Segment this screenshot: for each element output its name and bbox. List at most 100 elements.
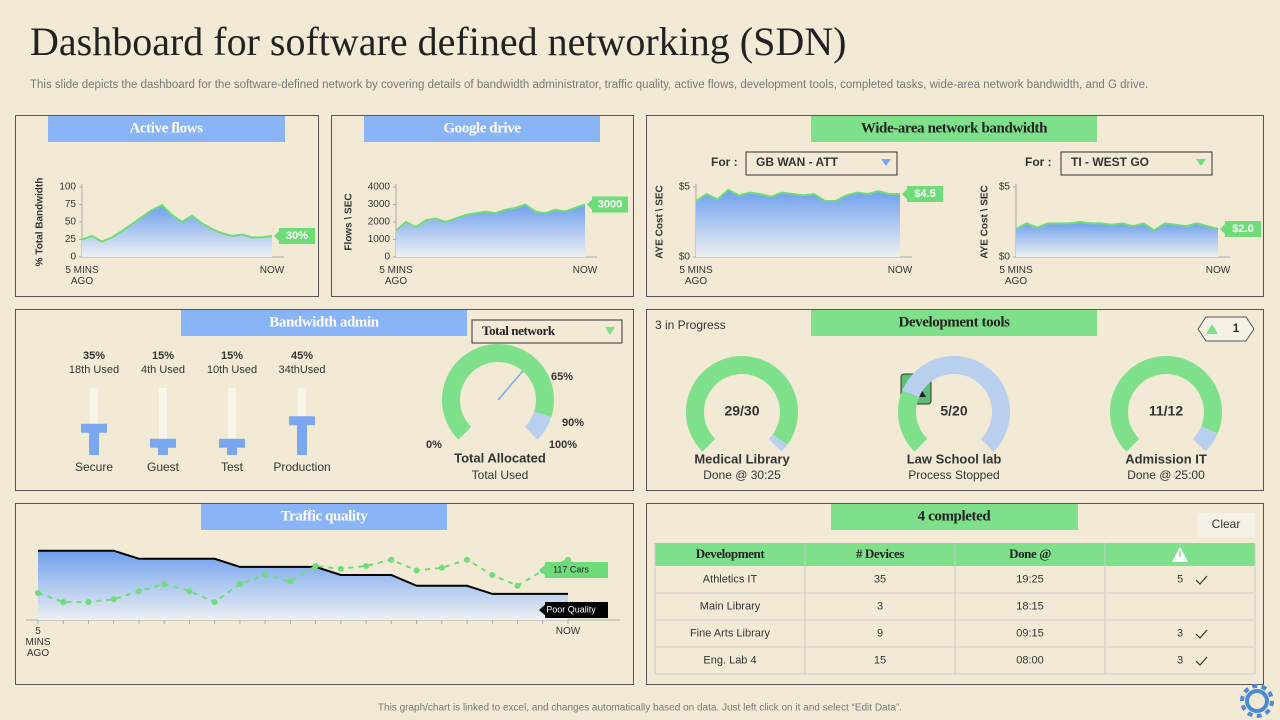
- y-tick-label: 0: [384, 252, 390, 263]
- alert-count: 1: [1233, 321, 1240, 335]
- dropdown-arrow: [881, 159, 891, 166]
- point: [363, 563, 370, 569]
- line: [395, 203, 586, 232]
- status-text: 3 in Progress: [655, 318, 726, 332]
- y-tick-label: $5: [999, 182, 1011, 193]
- point: [388, 556, 395, 563]
- y-tick-label: $0: [679, 252, 691, 263]
- line: [695, 188, 900, 202]
- filter-label: For :: [1025, 155, 1052, 169]
- gauge-label: Total Allocated: [454, 450, 546, 465]
- dropdown-value[interactable]: GB WAN - ATT: [756, 155, 839, 169]
- point: [438, 564, 445, 571]
- table-cell: 9: [877, 627, 883, 639]
- panel-title: Google drive: [443, 120, 521, 136]
- panel-header: [364, 116, 600, 142]
- y-axis-label: % Total Bandwidth: [35, 178, 46, 267]
- warning-mark: [1179, 551, 1181, 557]
- slider-bar: [89, 428, 99, 455]
- progress-rest: [1192, 426, 1218, 452]
- slider-bar: [227, 443, 237, 455]
- y-tick-label: 3000: [368, 199, 391, 210]
- panel-header: [48, 116, 285, 142]
- slider-handle[interactable]: [289, 416, 315, 426]
- panel-title: Traffic quality: [281, 508, 369, 524]
- table-cell: 35: [874, 573, 886, 585]
- point: [211, 599, 218, 605]
- callout: [592, 196, 628, 213]
- dropdown-value[interactable]: Total network: [482, 323, 556, 338]
- callout-arrow: [902, 188, 908, 200]
- y-tick-label: 25: [65, 234, 77, 245]
- y-tick-label: 100: [59, 182, 76, 193]
- point: [135, 588, 142, 595]
- callout-arrow: [539, 564, 546, 576]
- slider-handle[interactable]: [219, 438, 245, 448]
- dropdown[interactable]: [745, 151, 898, 176]
- alert-badge: [1197, 316, 1255, 342]
- table-cell: 3: [1177, 627, 1183, 639]
- page-description: This slide depicts the dashboard for the…: [30, 79, 1148, 91]
- dropdown-value[interactable]: TI - WEST GO: [1071, 155, 1149, 169]
- line: [81, 203, 273, 243]
- table-cell: 09:15: [1016, 627, 1044, 639]
- callout-arrow: [539, 604, 546, 616]
- gauge-tick-label: 0%: [426, 439, 442, 451]
- check-icon: [1195, 629, 1208, 639]
- table-cell: 3: [877, 600, 883, 612]
- category-label: Secure: [75, 460, 113, 474]
- x-tick-label: NOW: [572, 265, 598, 276]
- panel-header: [811, 310, 1097, 336]
- point: [337, 565, 344, 572]
- progress-label: 11/12: [1149, 403, 1183, 419]
- panel-title: 4 completed: [918, 508, 992, 524]
- y-tick-label: 50: [65, 217, 77, 228]
- point: [161, 581, 168, 587]
- value-label: 15%: [221, 350, 243, 362]
- area: [396, 204, 585, 257]
- panel-header: [811, 116, 1097, 142]
- clear-button-label[interactable]: Clear: [1212, 517, 1241, 531]
- check-icon: [1195, 656, 1208, 666]
- slider-handle[interactable]: [81, 423, 107, 433]
- point: [312, 563, 319, 569]
- table-cell: Main Library: [700, 600, 761, 612]
- slider-track: [90, 388, 98, 455]
- point: [565, 556, 571, 563]
- y-axis-label: AYE Cost \ SEC: [980, 185, 991, 259]
- slider-track: [159, 388, 167, 455]
- clear-button[interactable]: [1197, 513, 1255, 537]
- x-tick-label: NOW: [259, 265, 285, 276]
- area: [82, 205, 272, 257]
- table-cell: 08:00: [1016, 654, 1044, 666]
- gauge-rest: [524, 411, 552, 440]
- filter-label: For :: [711, 155, 738, 169]
- item-note: Done @ 30:25: [703, 468, 781, 482]
- category-label: Test: [221, 460, 244, 474]
- dropdown[interactable]: [471, 319, 623, 344]
- slider-bar: [158, 443, 168, 455]
- y-tick-label: 2000: [368, 217, 391, 228]
- table-cell: Fine Arts Library: [690, 627, 771, 639]
- page-title: Dashboard for software defined networkin…: [30, 19, 846, 64]
- end-label: 30%: [286, 230, 308, 242]
- value-label: 15%: [152, 350, 174, 362]
- point: [262, 572, 269, 578]
- slider-handle[interactable]: [150, 438, 176, 448]
- area: [38, 550, 568, 620]
- x-tick-label: 5 MINS AGO: [999, 265, 1033, 287]
- value-label: 45%: [291, 350, 313, 362]
- gauge-needle: [497, 370, 524, 401]
- slider-bar: [297, 421, 307, 455]
- dropdown[interactable]: [1060, 151, 1213, 176]
- panel-title: Bandwidth admin: [269, 314, 380, 330]
- table-cell: 3: [1177, 654, 1183, 666]
- panel-header: [181, 310, 467, 336]
- area: [1016, 222, 1218, 257]
- gauge-tick-label: 65%: [551, 371, 573, 383]
- line: [37, 558, 569, 604]
- callout: [1225, 221, 1261, 237]
- panel-title: Active flows: [129, 120, 203, 136]
- column-header: Development: [696, 546, 766, 561]
